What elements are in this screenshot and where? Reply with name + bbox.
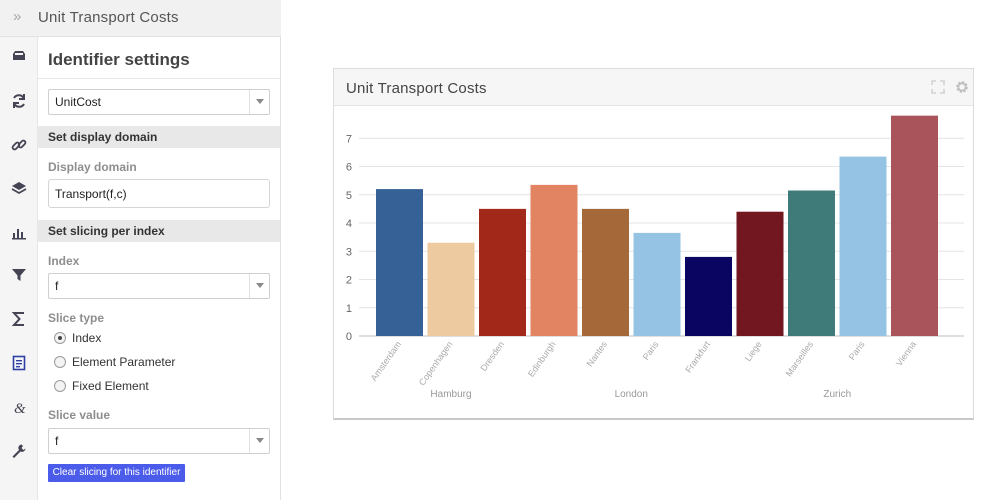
x-tick-label: Dresden xyxy=(478,339,506,373)
x-tick-label: Nantes xyxy=(585,339,610,369)
display-domain-section-title: Set display domain xyxy=(48,130,158,144)
link-icon[interactable] xyxy=(9,135,29,155)
slicing-section-title: Set slicing per index xyxy=(48,224,165,238)
ampersand-icon[interactable]: & xyxy=(9,397,29,417)
slice-value-label: Slice value xyxy=(48,408,111,422)
x-tick-label: Edinburgh xyxy=(526,339,558,378)
chevron-down-icon xyxy=(256,438,264,443)
display-domain-input[interactable]: Transport(f,c) xyxy=(48,179,270,208)
index-select[interactable]: f xyxy=(48,273,270,299)
bar xyxy=(736,211,784,336)
x-tick-label: Paris xyxy=(641,339,661,362)
dropdown-arrow xyxy=(249,429,269,453)
settings-title: Identifier settings xyxy=(48,50,190,69)
x-tick-label: Liege xyxy=(743,339,764,363)
document-icon[interactable] xyxy=(9,353,29,373)
bar xyxy=(582,208,629,336)
x-tick-label: Paris xyxy=(847,339,867,362)
settings-form: Identifier settings UnitCost Set display… xyxy=(38,37,280,500)
y-tick-label: 7 xyxy=(346,133,352,145)
x-tick-label: Copenhagen xyxy=(417,339,455,387)
y-tick-label: 2 xyxy=(346,275,352,287)
slice-type-label: Slice type xyxy=(48,311,105,325)
refresh-icon[interactable] xyxy=(9,91,29,111)
identifier-select-value: UnitCost xyxy=(55,95,102,109)
panel-title: Unit Transport Costs xyxy=(38,9,179,26)
index-label: Index xyxy=(48,254,80,268)
x-tick-label: Vienna xyxy=(894,339,918,368)
side-icon-bar: & xyxy=(0,37,38,500)
divider xyxy=(38,78,280,79)
identifier-select[interactable]: UnitCost xyxy=(48,89,270,115)
radio-label: Element Parameter xyxy=(72,355,176,369)
panel-header: » Unit Transport Costs xyxy=(0,0,281,37)
bar xyxy=(685,256,732,336)
slice-value-select[interactable]: f xyxy=(48,428,270,454)
group-label: Hamburg xyxy=(430,389,471,400)
x-tick-label: Frankfurt xyxy=(683,339,712,375)
group-label: Zurich xyxy=(823,389,851,400)
svg-text:&: & xyxy=(14,401,26,417)
y-tick-label: 5 xyxy=(346,190,352,202)
dropdown-arrow xyxy=(249,274,269,298)
slice-value-select-value: f xyxy=(55,434,59,448)
display-domain-section: Set display domain xyxy=(38,126,280,148)
bar xyxy=(479,208,526,336)
index-select-value: f xyxy=(55,279,59,293)
wrench-icon[interactable] xyxy=(9,441,29,461)
bar xyxy=(376,189,423,336)
display-domain-label: Display domain xyxy=(48,160,137,174)
display-domain-value: Transport(f,c) xyxy=(55,187,127,201)
expand-icon[interactable] xyxy=(931,80,945,94)
bar xyxy=(891,115,938,337)
x-tick-label: Amsterdam xyxy=(369,339,404,382)
bar xyxy=(839,156,887,336)
clear-slicing-button[interactable]: Clear slicing for this identifier xyxy=(48,464,185,482)
radio-unselected-icon xyxy=(54,356,66,368)
radio-label: Index xyxy=(72,331,102,345)
radio-unselected-icon xyxy=(54,380,66,392)
bar xyxy=(530,184,578,336)
sigma-icon[interactable] xyxy=(9,309,29,329)
dropdown-arrow xyxy=(249,90,269,114)
identifier-settings-panel: » Unit Transport Costs xyxy=(0,0,281,500)
filter-icon[interactable] xyxy=(9,265,29,285)
x-tick-label: Marseilles xyxy=(784,339,816,378)
slicing-section: Set slicing per index xyxy=(38,220,280,242)
y-tick-label: 0 xyxy=(346,331,352,343)
y-tick-label: 3 xyxy=(346,246,352,258)
bar-chart-icon[interactable] xyxy=(9,222,29,242)
bar xyxy=(788,190,835,336)
gear-icon[interactable] xyxy=(954,79,970,95)
widget-title: Unit Transport Costs xyxy=(346,80,487,97)
collapse-panel-button[interactable]: » xyxy=(13,8,22,25)
radio-selected-icon xyxy=(54,332,66,344)
inbox-icon[interactable] xyxy=(9,47,29,67)
bar xyxy=(427,242,475,336)
bar-chart: 0 1 2 3 4 5 6 7 Amsterdam Copenhagen Dresden Edinbu… xyxy=(346,115,964,400)
chevron-down-icon xyxy=(256,283,264,288)
y-tick-label: 1 xyxy=(346,303,352,315)
y-tick-label: 6 xyxy=(346,162,352,174)
group-label: London xyxy=(615,389,648,400)
widget-header: Unit Transport Costs xyxy=(334,69,973,106)
chart-widget: Unit Transport Costs 0 1 2 3 4 5 6 7 Amsterdam Co… xyxy=(333,68,974,420)
layers-icon[interactable] xyxy=(9,178,29,198)
chevron-down-icon xyxy=(256,99,264,104)
radio-label: Fixed Element xyxy=(72,379,149,393)
bar xyxy=(633,232,681,336)
y-tick-label: 4 xyxy=(346,218,352,230)
